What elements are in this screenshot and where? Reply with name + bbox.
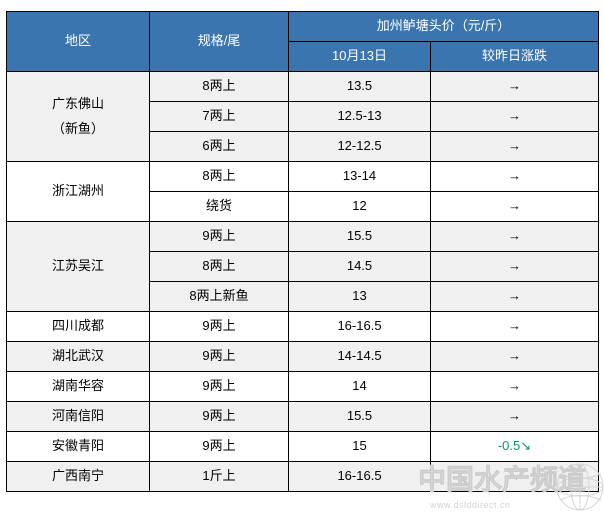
svg-text:www.dslddirect.cn: www.dslddirect.cn bbox=[429, 500, 511, 510]
